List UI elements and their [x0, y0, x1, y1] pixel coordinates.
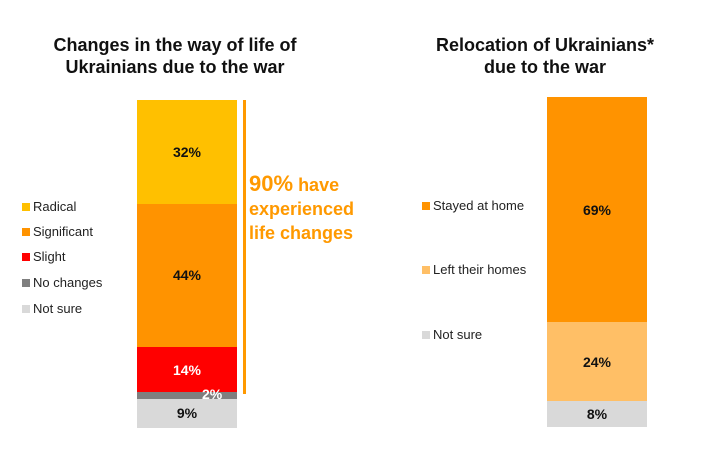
annotation-big-value: 90% — [249, 171, 294, 196]
annotation-line2: experienced — [249, 199, 355, 219]
data-label-not-sure: 8% — [586, 405, 608, 422]
chart1-annotation: 90% have experienced life changes — [249, 172, 354, 245]
legend-swatch — [422, 265, 430, 274]
bar-segment-significant: 44% — [137, 203, 237, 347]
legend-swatch — [422, 330, 430, 339]
legend-swatch — [422, 201, 430, 210]
data-label-slight: 14% — [172, 361, 202, 378]
legend-label: Stayed at home — [433, 198, 525, 213]
legend-swatch — [22, 278, 30, 287]
legend-item-not-sure: Not sure — [422, 327, 482, 342]
bar-segment-not-sure: 9% — [137, 398, 237, 428]
bar-segment-stayed-at-home: 69% — [547, 97, 647, 323]
chart2-title-line1: Relocation of Ukrainians* — [435, 35, 655, 55]
legend-item-slight: Slight — [22, 249, 66, 264]
data-label-left-their-homes: 24% — [582, 353, 612, 370]
chart1-title-line1: Changes in the way of life of — [53, 35, 297, 55]
data-label-radical: 32% — [172, 143, 202, 160]
bar-segment-no-changes — [137, 392, 237, 399]
data-label-stayed-at-home: 69% — [582, 201, 612, 218]
legend-swatch — [22, 227, 30, 236]
legend-label: Not sure — [33, 301, 83, 316]
bar-segment-left-their-homes: 24% — [547, 322, 647, 401]
chart1-bracket-line — [243, 100, 246, 394]
chart1-title: Changes in the way of life of Ukrainians… — [10, 34, 340, 78]
bar-segment-radical: 32% — [137, 100, 237, 204]
legend-item-no-changes: No changes — [22, 275, 102, 290]
legend-item-left-their-homes: Left their homes — [422, 262, 526, 277]
chart2-title: Relocation of Ukrainians* due to the war — [400, 34, 690, 78]
annotation-line1: have — [298, 175, 340, 195]
legend-label: Significant — [33, 224, 93, 239]
legend-label: Not sure — [433, 327, 483, 342]
legend-swatch — [22, 252, 30, 261]
bar-segment-slight: 14% — [137, 346, 237, 393]
data-label-not-sure: 9% — [176, 405, 198, 422]
chart2-title-line2: due to the war — [483, 57, 606, 77]
legend-label: Slight — [33, 249, 66, 264]
legend-item-not-sure: Not sure — [22, 301, 82, 316]
bar-segment-not-sure: 8% — [547, 400, 647, 427]
legend-swatch — [22, 304, 30, 313]
annotation-line3: life changes — [249, 223, 354, 243]
legend-swatch — [22, 202, 30, 211]
legend-label: Radical — [33, 199, 77, 214]
legend-label: No changes — [33, 275, 103, 290]
legend-label: Left their homes — [433, 262, 527, 277]
legend-item-stayed-at-home: Stayed at home — [422, 198, 524, 213]
legend-item-significant: Significant — [22, 224, 93, 239]
legend-item-radical: Radical — [22, 199, 76, 214]
data-label-no-changes: 2% — [202, 386, 223, 403]
chart1-title-line2: Ukrainians due to the war — [65, 57, 285, 77]
data-label-significant: 44% — [172, 267, 202, 284]
